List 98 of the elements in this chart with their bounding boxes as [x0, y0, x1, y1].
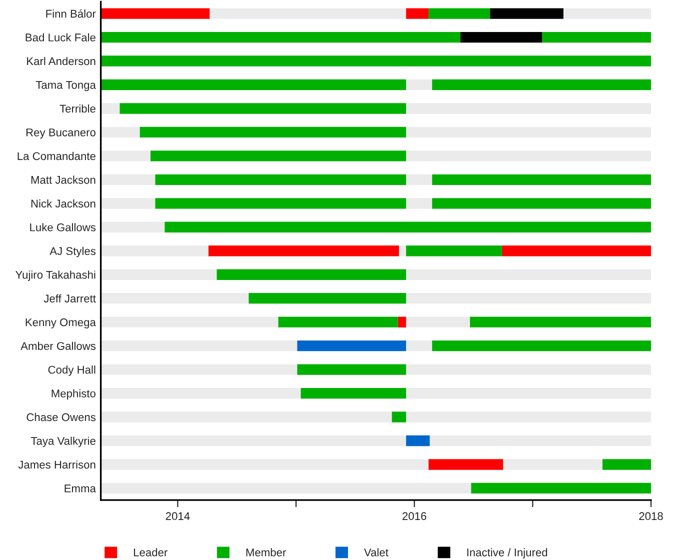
bar [406, 198, 432, 209]
bar [392, 412, 406, 422]
bar [210, 8, 406, 19]
y-tick-label: Nick Jackson [31, 199, 96, 208]
y-tick-label: James Harrison [18, 460, 96, 469]
bar [406, 340, 432, 352]
bar [216, 269, 406, 280]
bar [406, 126, 651, 138]
y-tick-label: Karl Anderson [27, 56, 96, 66]
bar [470, 316, 651, 328]
bar [406, 8, 429, 19]
legend-label: Valet [364, 548, 388, 556]
bar [100, 174, 156, 186]
bar [100, 293, 249, 304]
bar [432, 174, 651, 186]
bar [300, 388, 406, 399]
y-tick-label: Luke Gallows [30, 223, 96, 232]
y-tick-label: Finn Bálor [46, 9, 96, 18]
y-tick-label: Taya Valkyrie [30, 436, 96, 448]
bar [248, 293, 406, 304]
bar [502, 246, 651, 256]
bar [406, 316, 470, 328]
bar [100, 388, 301, 399]
bar [406, 293, 651, 304]
bar [406, 174, 432, 186]
bar [100, 8, 210, 19]
bar [542, 32, 651, 43]
y-tick-label: Kenny Omega [26, 318, 96, 328]
y-tick-label: Tama Tonga [36, 81, 96, 92]
bar [406, 103, 651, 114]
bar [406, 364, 651, 375]
bar [297, 340, 406, 352]
y-tick-label: Terrible [60, 104, 96, 113]
y-tick-label: Chase Owens [26, 412, 96, 422]
bar [140, 126, 406, 138]
y-tick-label: Mephisto [52, 389, 96, 400]
bar [100, 246, 208, 256]
bar [100, 103, 120, 114]
bar [100, 435, 406, 446]
bar [100, 364, 298, 375]
bar [432, 340, 651, 352]
bar [100, 340, 298, 352]
legend-label: Inactive / Injured [467, 548, 548, 559]
bar [100, 32, 460, 43]
x-tick-label: 2014 [166, 512, 190, 520]
bar [120, 103, 406, 114]
bar [490, 8, 564, 19]
bar [432, 79, 651, 90]
bar [503, 459, 602, 470]
legend-label: Member [246, 548, 286, 556]
x-tick-label: 2016 [402, 512, 426, 520]
bar [100, 412, 392, 422]
bar [155, 198, 406, 209]
bar [100, 269, 217, 280]
bar [406, 269, 651, 280]
y-tick-label: Jeff Jarrett [44, 294, 96, 302]
bar [100, 459, 429, 470]
y-tick-label: AJ Styles [50, 246, 96, 258]
bar [100, 126, 140, 138]
bar [406, 150, 651, 162]
y-tick-label: Emma [64, 484, 96, 492]
bar [406, 412, 651, 422]
y-tick-label: Matt Jackson [31, 176, 96, 184]
bar [278, 316, 398, 328]
bar [155, 174, 406, 186]
bar [406, 246, 502, 256]
bar [398, 316, 406, 328]
y-tick-label: Cody Hall [48, 366, 96, 376]
y-tick-label: Bad Luck Fale [26, 33, 96, 42]
bar [563, 8, 651, 19]
bar [100, 198, 156, 209]
legend-label: Leader [134, 548, 168, 556]
bar [428, 459, 504, 470]
bar [100, 150, 150, 162]
bar [208, 246, 399, 256]
bar [602, 459, 651, 470]
bar [398, 246, 406, 256]
bar [428, 8, 490, 19]
bar [406, 79, 432, 90]
y-tick-label: Rey Bucanero [26, 128, 96, 139]
bar [430, 435, 651, 446]
bar [471, 482, 651, 494]
bar [297, 364, 406, 375]
bar [164, 222, 651, 232]
y-tick-label: La Comandante [18, 152, 96, 160]
y-tick-label: Yujiro Takahashi [15, 270, 96, 281]
bar [460, 32, 542, 43]
x-tick-label: 2018 [639, 512, 663, 520]
bar [100, 222, 165, 232]
bar [150, 150, 406, 162]
bar [100, 316, 278, 328]
bar [100, 56, 651, 66]
bar [432, 198, 651, 209]
bar [406, 388, 651, 399]
bar [100, 482, 472, 494]
bar [100, 79, 406, 90]
bar [406, 435, 430, 446]
y-tick-label: Amber Gallows [20, 342, 96, 350]
